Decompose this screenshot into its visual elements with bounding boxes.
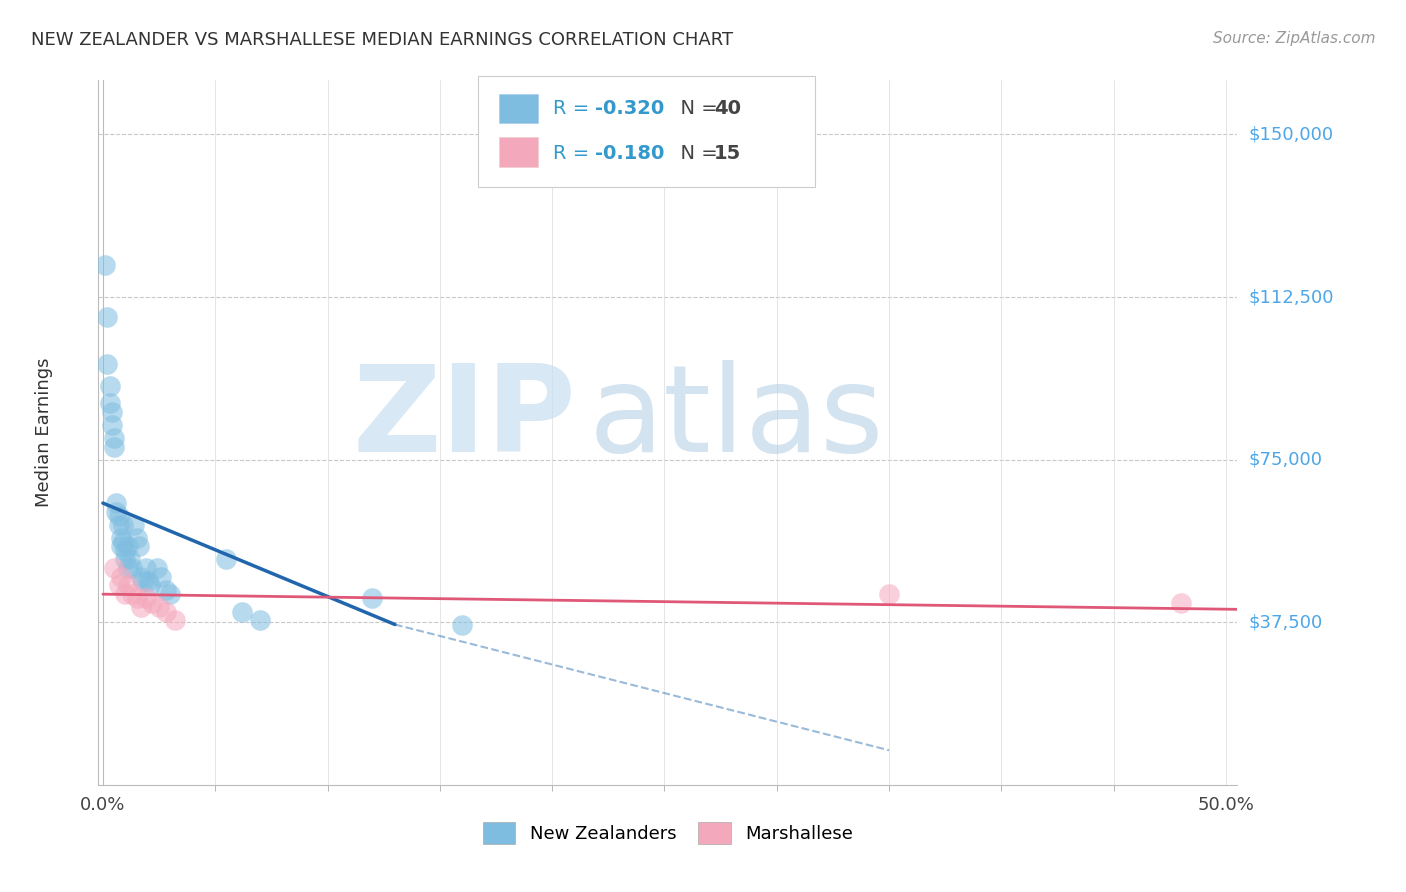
- Point: [98, 379, 121, 393]
- Point: [159, 587, 181, 601]
- Text: $112,500: $112,500: [1249, 288, 1334, 306]
- Point: [125, 531, 148, 545]
- Text: R =: R =: [553, 99, 595, 119]
- Point: [163, 613, 186, 627]
- Point: [150, 570, 173, 584]
- Point: [148, 600, 170, 615]
- Point: [96, 310, 118, 324]
- Point: [249, 613, 271, 627]
- Point: [103, 431, 125, 445]
- Point: [96, 357, 118, 371]
- Point: [114, 587, 136, 601]
- Point: [146, 561, 169, 575]
- Point: [114, 552, 136, 566]
- Point: [105, 505, 128, 519]
- Point: [112, 517, 135, 532]
- Point: [107, 509, 129, 524]
- Point: [117, 578, 139, 592]
- Point: [117, 561, 139, 575]
- Point: [155, 582, 177, 597]
- Point: [129, 600, 152, 615]
- Point: [121, 561, 143, 575]
- Point: [141, 596, 163, 610]
- Point: [110, 570, 132, 584]
- Point: [361, 591, 384, 606]
- Point: [125, 591, 148, 606]
- Point: [139, 578, 162, 592]
- Text: $75,000: $75,000: [1249, 450, 1323, 468]
- Text: 40: 40: [714, 99, 741, 119]
- Point: [135, 561, 157, 575]
- Point: [215, 552, 238, 566]
- Legend: New Zealanders, Marshallese: New Zealanders, Marshallese: [474, 814, 862, 854]
- Point: [155, 605, 177, 619]
- Point: [132, 574, 155, 589]
- Point: [98, 396, 121, 410]
- Text: N =: N =: [668, 99, 724, 119]
- Point: [112, 535, 135, 549]
- Point: [107, 517, 129, 532]
- Point: [114, 543, 136, 558]
- Point: [107, 578, 129, 592]
- Text: ZIP: ZIP: [353, 360, 576, 477]
- Point: [110, 531, 132, 545]
- Point: [117, 540, 139, 554]
- Text: Median Earnings: Median Earnings: [35, 358, 53, 508]
- Point: [1170, 596, 1192, 610]
- Point: [129, 570, 152, 584]
- Text: Source: ZipAtlas.com: Source: ZipAtlas.com: [1212, 31, 1375, 46]
- Point: [136, 574, 159, 589]
- Point: [121, 587, 143, 601]
- Point: [101, 405, 124, 419]
- Text: -0.320: -0.320: [595, 99, 664, 119]
- Point: [877, 587, 900, 601]
- Point: [105, 496, 128, 510]
- Point: [135, 591, 157, 606]
- Text: N =: N =: [668, 144, 724, 163]
- Point: [451, 617, 474, 632]
- Text: 15: 15: [714, 144, 741, 163]
- Text: R =: R =: [553, 144, 595, 163]
- Point: [124, 517, 146, 532]
- Point: [94, 258, 117, 272]
- Text: NEW ZEALANDER VS MARSHALLESE MEDIAN EARNINGS CORRELATION CHART: NEW ZEALANDER VS MARSHALLESE MEDIAN EARN…: [31, 31, 733, 49]
- Point: [103, 440, 125, 454]
- Point: [101, 417, 124, 432]
- Point: [231, 605, 253, 619]
- Text: atlas: atlas: [588, 360, 884, 477]
- Text: $37,500: $37,500: [1249, 614, 1323, 632]
- Point: [128, 540, 150, 554]
- Point: [110, 540, 132, 554]
- Point: [103, 561, 125, 575]
- Text: $150,000: $150,000: [1249, 126, 1333, 144]
- Text: -0.180: -0.180: [595, 144, 664, 163]
- Point: [118, 552, 141, 566]
